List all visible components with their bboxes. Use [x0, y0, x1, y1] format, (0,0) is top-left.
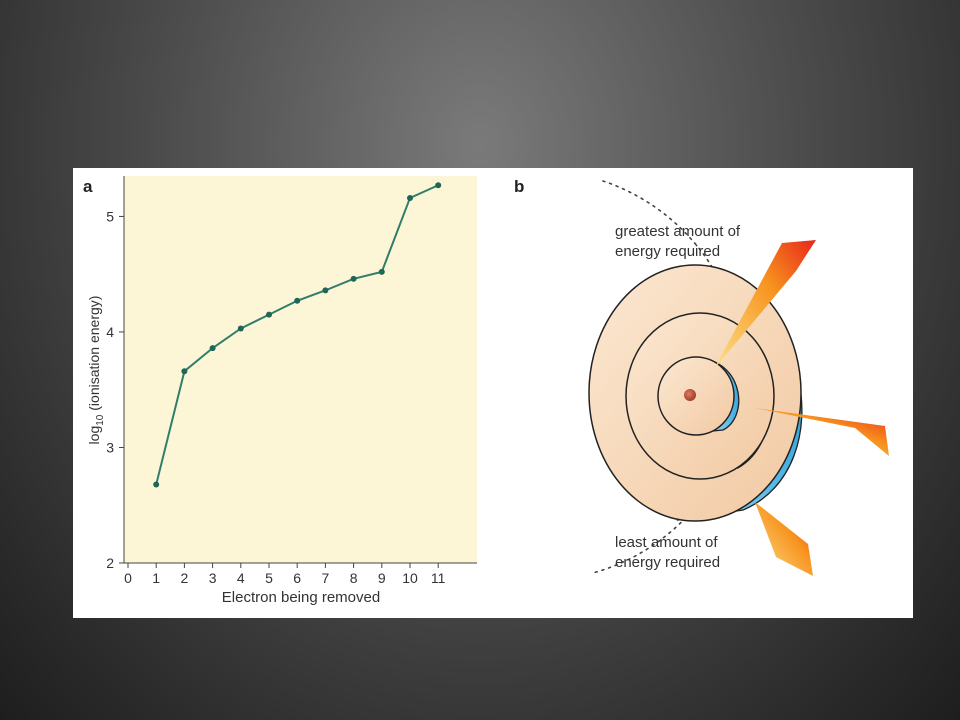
x-tick-label: 5	[265, 570, 273, 586]
x-tick-label: 0	[124, 570, 132, 586]
y-ticks: 2 3 4 5	[106, 208, 124, 571]
data-point	[266, 311, 272, 318]
x-tick-label: 8	[350, 570, 358, 586]
data-point	[237, 325, 244, 332]
figure-svg: a 0 1 2 3 4 5 6 7 8 9 10 11 2 3 4 5 Electron being rem…	[83, 176, 889, 606]
data-point	[322, 287, 329, 294]
data-point	[181, 368, 188, 375]
y-tick-label: 4	[106, 324, 114, 340]
x-ticks: 0 1 2 3 4 5 6 7 8 9 10 11	[124, 563, 446, 586]
nucleus	[684, 389, 696, 401]
arrow-greatest-energy	[714, 240, 816, 369]
y-tick-label: 3	[106, 439, 114, 455]
y-axis-label: log10 (ionisation energy)	[86, 296, 106, 445]
panel-b-letter: b	[514, 177, 524, 196]
data-point	[407, 194, 413, 201]
x-tick-label: 9	[378, 570, 386, 586]
x-tick-label: 10	[402, 570, 418, 586]
label-least-line2: energy required	[615, 554, 720, 571]
panel-a-letter: a	[83, 177, 93, 196]
x-tick-label: 2	[181, 570, 189, 586]
y-tick-label: 5	[106, 208, 114, 224]
x-tick-label: 1	[152, 570, 160, 586]
x-tick-label: 6	[293, 570, 301, 586]
label-least-line1: least amount of	[615, 534, 718, 551]
series-points	[153, 182, 442, 488]
y-tick-label: 2	[106, 555, 114, 571]
x-tick-label: 11	[431, 570, 446, 586]
data-point	[378, 268, 385, 275]
arrow-middle-energy	[755, 408, 889, 456]
label-greatest-line1: greatest amount of	[615, 223, 741, 240]
x-axis-label: Electron being removed	[222, 589, 380, 606]
data-point	[209, 345, 216, 352]
x-tick-label: 4	[237, 570, 245, 586]
data-point	[435, 182, 442, 189]
figure-card: a 0 1 2 3 4 5 6 7 8 9 10 11 2 3 4 5 Electron being rem…	[73, 168, 913, 618]
x-tick-label: 3	[209, 570, 217, 586]
data-point	[153, 481, 160, 488]
label-greatest-line2: energy required	[615, 243, 720, 260]
data-point	[294, 297, 301, 304]
data-point	[350, 275, 357, 282]
arrow-least-energy	[755, 502, 813, 576]
plot-area	[124, 176, 477, 563]
x-tick-label: 7	[322, 570, 330, 586]
inner-shell	[657, 356, 740, 436]
